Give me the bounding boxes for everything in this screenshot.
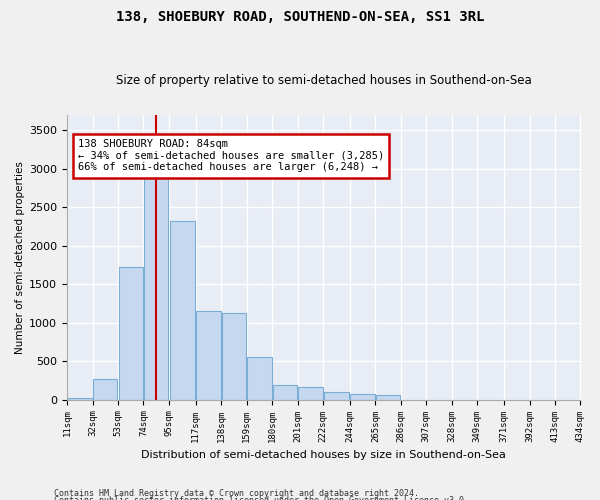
Bar: [298, 387, 323, 400]
Text: 138 SHOEBURY ROAD: 84sqm
← 34% of semi-detached houses are smaller (3,285)
66% o: 138 SHOEBURY ROAD: 84sqm ← 34% of semi-d…: [78, 139, 384, 172]
Bar: [170, 221, 195, 400]
Bar: [247, 357, 272, 400]
Bar: [350, 394, 375, 400]
Title: Size of property relative to semi-detached houses in Southend-on-Sea: Size of property relative to semi-detach…: [116, 74, 532, 87]
Bar: [93, 379, 118, 400]
Bar: [119, 267, 143, 400]
Text: Contains HM Land Registry data © Crown copyright and database right 2024.: Contains HM Land Registry data © Crown c…: [54, 488, 419, 498]
Bar: [324, 392, 349, 400]
Bar: [68, 398, 92, 400]
Y-axis label: Number of semi-detached properties: Number of semi-detached properties: [15, 160, 25, 354]
Bar: [144, 134, 169, 400]
Bar: [196, 311, 221, 400]
Bar: [273, 384, 297, 400]
X-axis label: Distribution of semi-detached houses by size in Southend-on-Sea: Distribution of semi-detached houses by …: [142, 450, 506, 460]
Bar: [376, 396, 400, 400]
Bar: [222, 314, 246, 400]
Text: Contains public sector information licensed under the Open Government Licence v3: Contains public sector information licen…: [54, 496, 469, 500]
Text: 138, SHOEBURY ROAD, SOUTHEND-ON-SEA, SS1 3RL: 138, SHOEBURY ROAD, SOUTHEND-ON-SEA, SS1…: [116, 10, 484, 24]
